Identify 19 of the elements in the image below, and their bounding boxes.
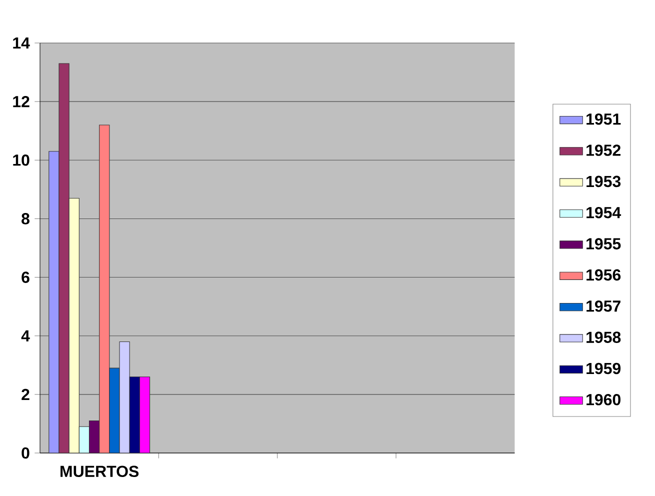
legend-label: 1958 xyxy=(586,332,621,343)
legend-label: 1957 xyxy=(586,300,620,312)
y-tick-label: 14 xyxy=(13,38,30,48)
legend-label: 1960 xyxy=(586,394,620,406)
legend-label: 1952 xyxy=(586,144,620,156)
y-tick-label: 6 xyxy=(22,272,30,283)
legend-label: 1954 xyxy=(586,206,622,218)
y-tick-label: 10 xyxy=(13,154,30,166)
legend-label: 1959 xyxy=(586,362,621,374)
x-tick-label: MUERTOS xyxy=(60,466,139,478)
y-tick-label: 12 xyxy=(13,96,30,108)
y-tick-label: 2 xyxy=(22,388,30,400)
legend-label: 1955 xyxy=(586,238,621,250)
legend-label: 1951 xyxy=(586,113,621,125)
y-tick-label: 0 xyxy=(22,447,30,459)
legend-label: 1953 xyxy=(586,176,621,188)
legend-label: 1956 xyxy=(586,269,621,281)
y-tick-label: 4 xyxy=(21,330,30,342)
y-tick-label: 8 xyxy=(22,213,30,224)
